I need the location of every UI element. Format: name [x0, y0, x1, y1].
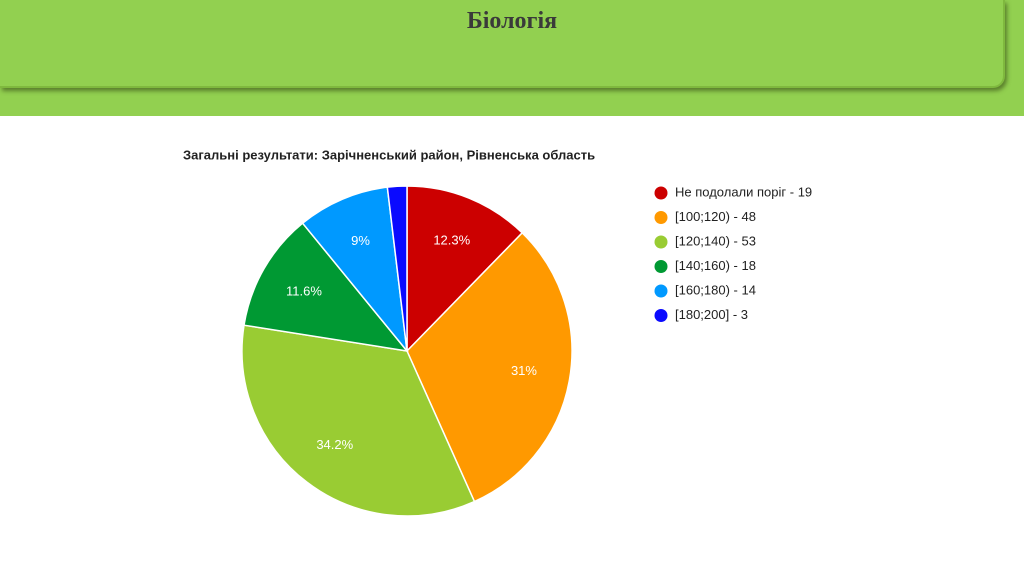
pie-slice — [301, 186, 409, 354]
legend-marker — [654, 186, 668, 200]
slice-label: 9% — [351, 233, 370, 248]
chart-title: Загальні результати: Зарічненський район… — [183, 147, 595, 162]
legend-label: [180;200] - 3 — [675, 307, 748, 322]
pie-slice — [386, 185, 408, 352]
slice-label: 31% — [511, 363, 537, 378]
slice-label: 11.6% — [286, 283, 322, 298]
legend-marker — [654, 309, 668, 322]
pie-slice — [406, 185, 524, 353]
pie-slice — [406, 231, 573, 503]
header-box — [0, 0, 1005, 88]
legend-label: Не подолали поріг - 19 — [675, 184, 812, 199]
legend-marker — [654, 211, 668, 224]
legend-label: [140;160) - 18 — [675, 258, 756, 273]
slice-label: 12.3% — [433, 232, 470, 247]
legend-marker — [654, 235, 668, 249]
pie-slice — [243, 222, 409, 353]
legend-marker — [654, 260, 668, 273]
legend-label: [120;140) - 53 — [675, 233, 756, 248]
legend-label: [100;120) - 48 — [675, 209, 756, 224]
legend-marker — [654, 284, 668, 298]
pie-slice — [241, 324, 476, 517]
slide-title: Біологія — [466, 8, 558, 34]
legend-label: [160;180) - 14 — [675, 282, 756, 297]
slice-label: 34.2% — [316, 437, 353, 452]
